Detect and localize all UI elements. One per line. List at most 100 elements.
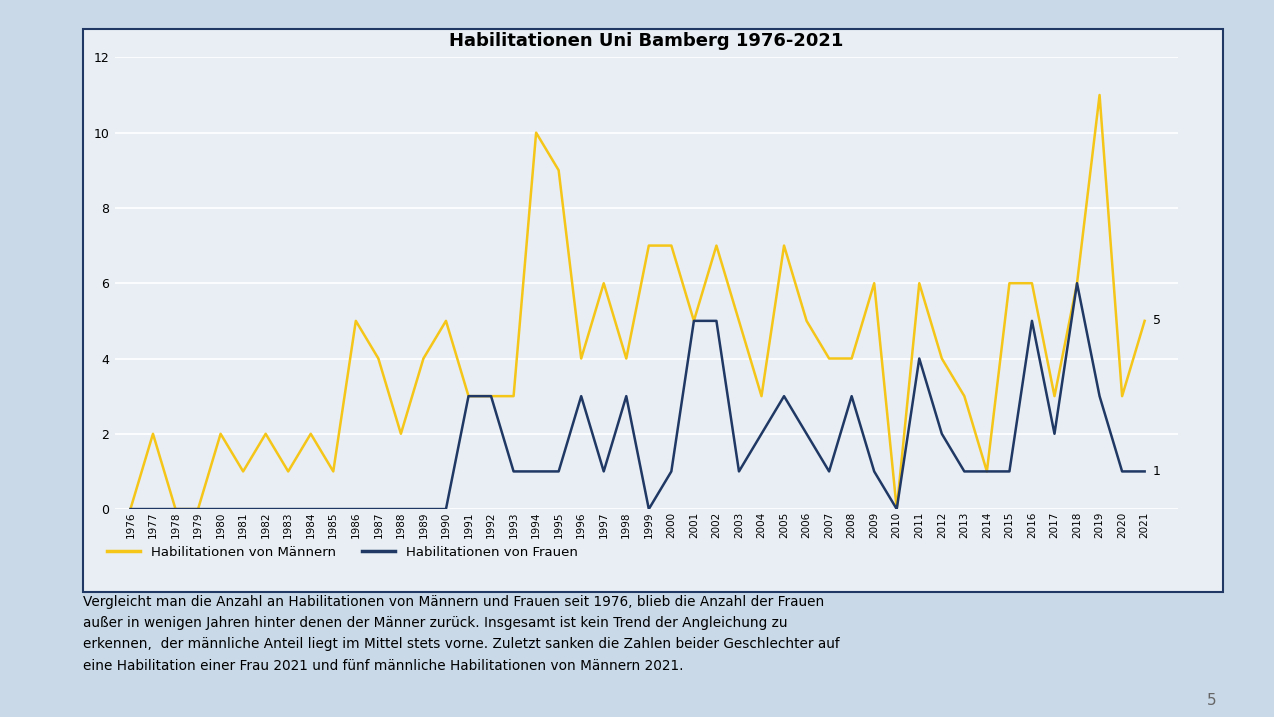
Habilitationen von Frauen (1092, 391, 1107, 400)
Habilitationen von Frauen (776, 391, 791, 400)
Habilitationen von Frauen (371, 505, 386, 513)
Habilitationen von Frauen (843, 391, 859, 400)
Habilitationen von Männern (596, 279, 612, 288)
Habilitationen von Männern (168, 505, 183, 513)
Habilitationen von Männern (506, 391, 521, 400)
Habilitationen von Männern (1092, 91, 1107, 100)
Habilitationen von Männern (934, 354, 949, 363)
Habilitationen von Männern (889, 505, 905, 513)
Habilitationen von Frauen (259, 505, 274, 513)
Habilitationen von Männern (280, 467, 296, 476)
Habilitationen von Frauen (912, 354, 927, 363)
Habilitationen von Männern (461, 391, 476, 400)
Habilitationen von Männern (822, 354, 837, 363)
Habilitationen von Frauen (122, 505, 138, 513)
Habilitationen von Männern (438, 317, 454, 326)
Habilitationen von Männern (687, 317, 702, 326)
Habilitationen von Männern (1047, 391, 1063, 400)
Habilitationen von Männern (664, 241, 679, 250)
Habilitationen von Frauen (573, 391, 589, 400)
Habilitationen von Männern (1115, 391, 1130, 400)
Habilitationen von Frauen (348, 505, 363, 513)
Habilitationen von Männern (1024, 279, 1040, 288)
Habilitationen von Frauen (394, 505, 409, 513)
Habilitationen von Männern (236, 467, 251, 476)
Habilitationen von Frauen (190, 505, 205, 513)
Habilitationen von Männern (641, 241, 656, 250)
Habilitationen von Männern (348, 317, 363, 326)
Habilitationen von Männern (1136, 317, 1152, 326)
Habilitationen von Frauen (483, 391, 498, 400)
Habilitationen von Frauen (213, 505, 228, 513)
Habilitationen von Frauen (1115, 467, 1130, 476)
Line: Habilitationen von Männern: Habilitationen von Männern (130, 95, 1144, 509)
Habilitationen von Frauen (619, 391, 634, 400)
Habilitationen von Frauen (529, 467, 544, 476)
Habilitationen von Männern (190, 505, 205, 513)
Habilitationen von Frauen (889, 505, 905, 513)
Habilitationen von Frauen (1136, 467, 1152, 476)
Habilitationen von Männern (371, 354, 386, 363)
Legend: Habilitationen von Männern, Habilitationen von Frauen: Habilitationen von Männern, Habilitation… (102, 541, 583, 564)
Habilitationen von Männern (122, 505, 138, 513)
Habilitationen von Männern (326, 467, 341, 476)
Line: Habilitationen von Frauen: Habilitationen von Frauen (130, 283, 1144, 509)
Habilitationen von Frauen (641, 505, 656, 513)
Habilitationen von Frauen (461, 391, 476, 400)
Habilitationen von Frauen (708, 317, 724, 326)
Habilitationen von Frauen (822, 467, 837, 476)
Habilitationen von Männern (303, 429, 318, 438)
Habilitationen von Männern (754, 391, 769, 400)
Habilitationen von Frauen (1001, 467, 1017, 476)
Habilitationen von Männern (529, 128, 544, 137)
Habilitationen von Frauen (866, 467, 882, 476)
Habilitationen von Männern (213, 429, 228, 438)
Habilitationen von Männern (415, 354, 431, 363)
Habilitationen von Männern (957, 391, 972, 400)
Habilitationen von Frauen (1047, 429, 1063, 438)
Text: 5: 5 (1153, 314, 1161, 328)
Habilitationen von Männern (866, 279, 882, 288)
Habilitationen von Frauen (754, 429, 769, 438)
Text: 1: 1 (1153, 465, 1161, 478)
Title: Habilitationen Uni Bamberg 1976-2021: Habilitationen Uni Bamberg 1976-2021 (450, 32, 843, 50)
Habilitationen von Männern (573, 354, 589, 363)
Habilitationen von Frauen (552, 467, 567, 476)
Habilitationen von Männern (912, 279, 927, 288)
Habilitationen von Männern (259, 429, 274, 438)
Habilitationen von Frauen (415, 505, 431, 513)
Habilitationen von Frauen (731, 467, 747, 476)
Habilitationen von Frauen (980, 467, 995, 476)
Text: 5: 5 (1206, 693, 1217, 708)
Habilitationen von Männern (708, 241, 724, 250)
Habilitationen von Männern (483, 391, 498, 400)
Habilitationen von Männern (980, 467, 995, 476)
Habilitationen von Frauen (326, 505, 341, 513)
Habilitationen von Männern (1069, 279, 1084, 288)
Habilitationen von Frauen (687, 317, 702, 326)
Habilitationen von Frauen (506, 467, 521, 476)
Habilitationen von Männern (731, 317, 747, 326)
Habilitationen von Frauen (799, 429, 814, 438)
Habilitationen von Frauen (1069, 279, 1084, 288)
Habilitationen von Frauen (303, 505, 318, 513)
Habilitationen von Frauen (934, 429, 949, 438)
Habilitationen von Frauen (145, 505, 161, 513)
Habilitationen von Frauen (664, 467, 679, 476)
Habilitationen von Männern (394, 429, 409, 438)
Habilitationen von Männern (843, 354, 859, 363)
Habilitationen von Frauen (438, 505, 454, 513)
Habilitationen von Männern (1001, 279, 1017, 288)
Habilitationen von Männern (552, 166, 567, 175)
Habilitationen von Frauen (957, 467, 972, 476)
Habilitationen von Männern (776, 241, 791, 250)
Habilitationen von Frauen (236, 505, 251, 513)
Text: Vergleicht man die Anzahl an Habilitationen von Männern und Frauen seit 1976, bl: Vergleicht man die Anzahl an Habilitatio… (83, 595, 840, 673)
Habilitationen von Frauen (280, 505, 296, 513)
Habilitationen von Männern (145, 429, 161, 438)
Habilitationen von Frauen (596, 467, 612, 476)
Habilitationen von Frauen (168, 505, 183, 513)
Habilitationen von Frauen (1024, 317, 1040, 326)
Habilitationen von Männern (619, 354, 634, 363)
Habilitationen von Männern (799, 317, 814, 326)
